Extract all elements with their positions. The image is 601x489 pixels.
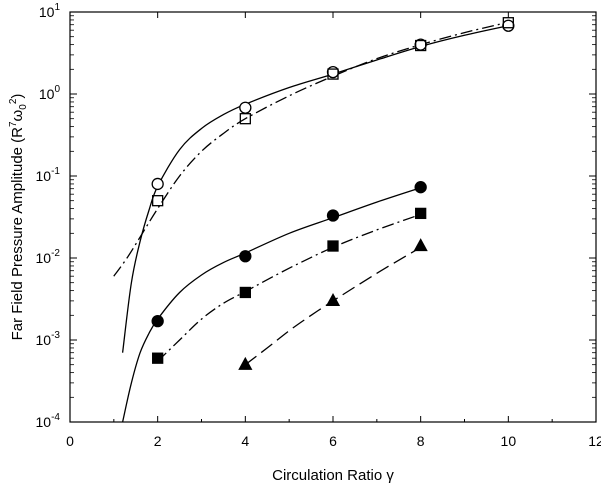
series-1-point — [326, 65, 340, 79]
series-5-point — [238, 356, 253, 370]
y-tick-label: 10-1 — [36, 166, 61, 184]
y-tick-label: 10-4 — [36, 412, 61, 430]
y-tick-label: 100 — [39, 84, 61, 102]
x-tick-label: 10 — [501, 433, 517, 449]
x-tick-label: 4 — [241, 433, 249, 449]
series-1-point — [502, 19, 515, 32]
series-5-line — [244, 246, 422, 366]
series-5-point — [325, 293, 341, 307]
series-4-point — [239, 286, 251, 299]
series-3-point — [414, 181, 427, 194]
series-5-point — [413, 238, 428, 252]
series-2-point — [327, 68, 339, 80]
series-1-point — [239, 101, 252, 114]
series-1-point — [151, 177, 164, 191]
x-tick-label: 0 — [66, 433, 74, 449]
x-axis-title: Circulation Ratio γ — [272, 467, 394, 484]
x-tick-label: 2 — [154, 433, 162, 449]
y-tick-label: 10-3 — [36, 330, 61, 348]
x-tick-label: 12 — [588, 433, 601, 449]
series-2-point — [502, 17, 514, 29]
x-tick-label: 8 — [417, 433, 425, 449]
series-4-point — [415, 207, 427, 220]
series-2-point — [415, 39, 427, 52]
series-3-point — [326, 209, 340, 222]
y-axis-title: Far Field Pressure Amplitude (R7ω02) — [8, 94, 29, 341]
series-4-line — [157, 213, 421, 362]
series-4-point — [152, 352, 164, 364]
series-3-point — [151, 314, 164, 328]
y-tick-label: 101 — [39, 2, 61, 20]
series-1-line — [121, 25, 509, 353]
y-axis-ticks: 101 100 10-1 10-2 10-3 10-4 — [36, 2, 596, 430]
series-2-line — [113, 21, 509, 277]
series-4-point — [327, 240, 339, 252]
x-tick-label: 6 — [329, 433, 337, 449]
series-curves — [113, 21, 509, 423]
x-axis-ticks: 0 2 4 6 8 10 12 — [66, 12, 601, 449]
series-2-point — [152, 195, 164, 207]
series-markers — [151, 17, 515, 370]
y-tick-label: 10-2 — [36, 248, 61, 266]
series-3-point — [239, 250, 252, 263]
series-2-point — [239, 113, 251, 125]
series-3-line — [121, 187, 421, 423]
